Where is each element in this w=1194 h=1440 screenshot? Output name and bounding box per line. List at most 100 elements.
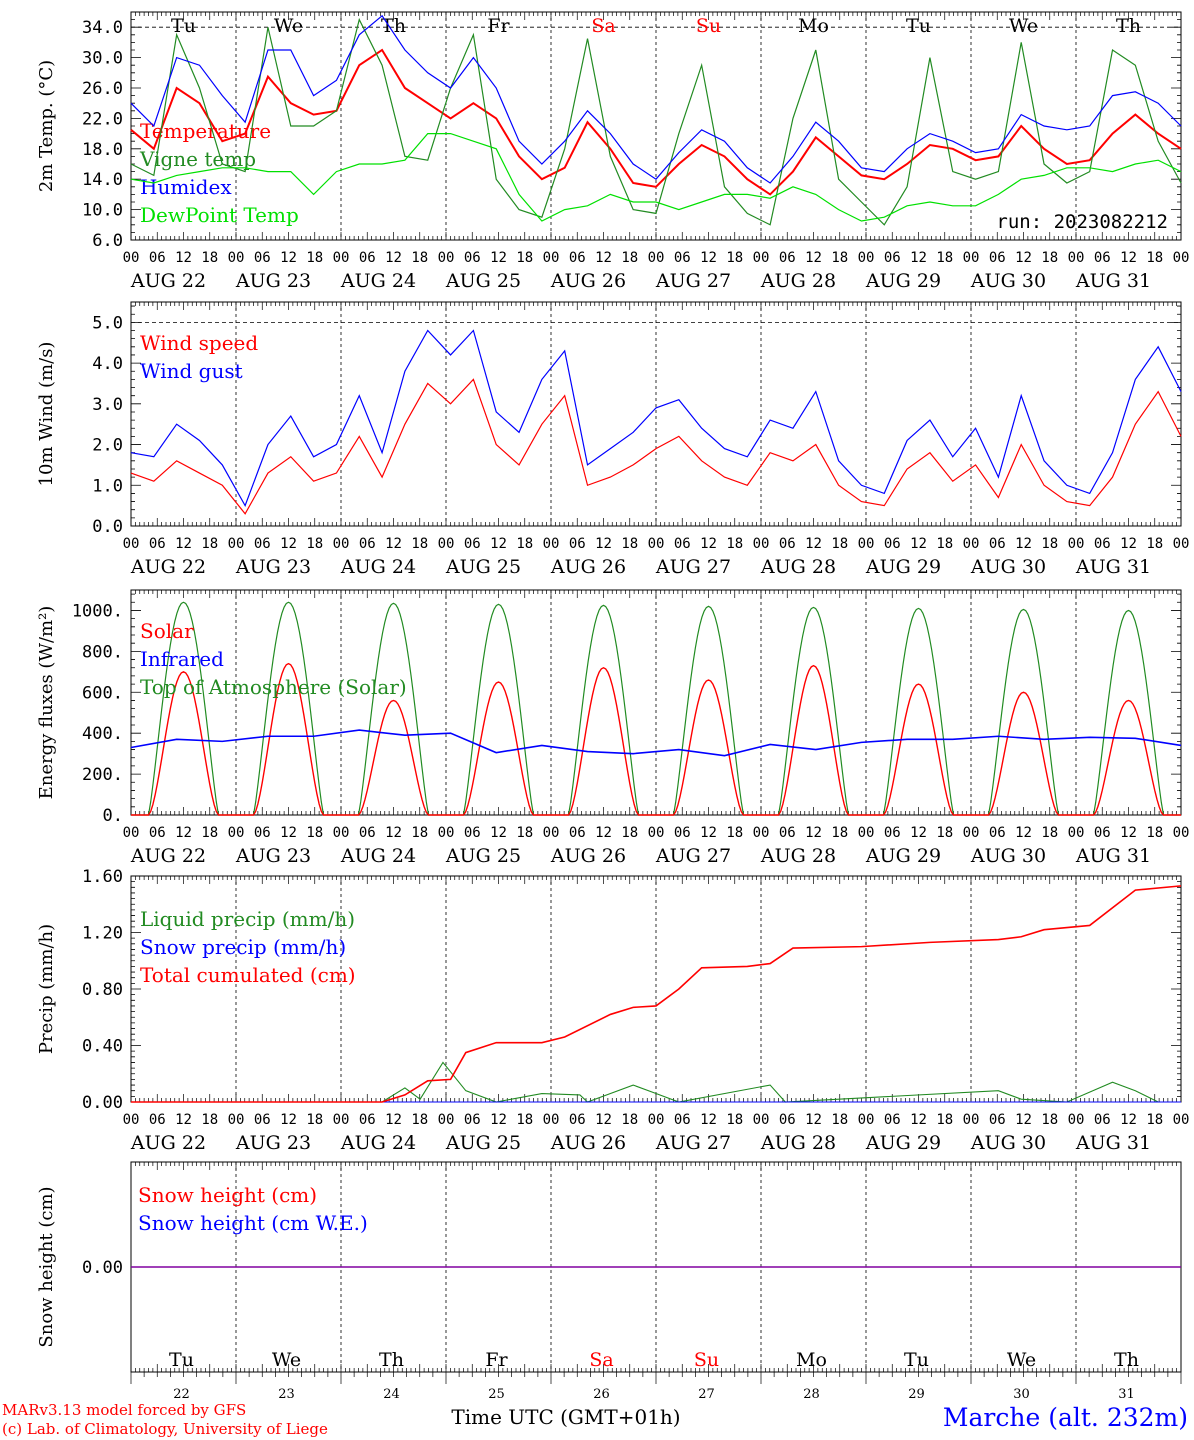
hour-tick-label: 00: [648, 1112, 665, 1128]
hour-tick-label: 00: [858, 825, 875, 841]
date-label: AUG 23: [235, 1132, 311, 1154]
y-ticks: [131, 305, 1181, 527]
date-label: AUG 26: [550, 270, 626, 292]
y-tick-label: 3.0: [92, 395, 123, 415]
hour-tick-label: 00: [1173, 536, 1190, 552]
hour-tick-label: 18: [621, 1112, 638, 1128]
hour-tick-label: 18: [411, 1112, 428, 1128]
hour-tick-label: 00: [438, 250, 455, 266]
hour-tick-label: 12: [595, 825, 612, 841]
hour-tick-label: 12: [175, 1112, 192, 1128]
hour-tick-label: 00: [333, 250, 350, 266]
hour-tick-label: 00: [1068, 250, 1085, 266]
hour-tick-label: 00: [648, 250, 665, 266]
hour-tick-label: 18: [516, 536, 533, 552]
day-number-label: 22: [173, 1387, 190, 1402]
y-tick-label: 1.0: [92, 476, 123, 496]
legend-entry: Snow height (cm): [138, 1183, 317, 1207]
weekday-label: Mo: [796, 1349, 827, 1371]
panel-1: 6.0 10.0 14.0 18.0 22.0 26.0 30.0 34.0 2m Temp. …: [36, 11, 1189, 292]
date-label: AUG 23: [235, 270, 311, 292]
panel-3: 0. 200. 400. 600. 800. 1000. Energy fluxes (W/…: [36, 589, 1190, 867]
hour-tick-label: 06: [149, 536, 166, 552]
legend-entry: Solar: [140, 619, 194, 643]
hour-tick-label: 12: [490, 825, 507, 841]
y-tick-label: 800.: [82, 642, 123, 662]
hour-tick-label: 06: [779, 250, 796, 266]
hour-tick-label: 06: [779, 536, 796, 552]
y-tick-label: 22.0: [82, 109, 123, 129]
hour-tick-label: 18: [726, 250, 743, 266]
hour-tick-label: 12: [280, 1112, 297, 1128]
date-label: AUG 22: [130, 270, 206, 292]
y-tick-label: 2.0: [92, 436, 123, 456]
hour-tick-label: 06: [779, 825, 796, 841]
run-label: run: 2023082212: [996, 211, 1168, 233]
day-number-label: 26: [593, 1387, 610, 1402]
hour-tick-label: 00: [858, 536, 875, 552]
y-axis-label: Snow height (cm): [36, 1186, 57, 1347]
hour-tick-label: 00: [1173, 825, 1190, 841]
hour-tick-label: 00: [963, 1112, 980, 1128]
date-label: AUG 29: [865, 1132, 941, 1154]
y-tick-label: 5.0: [92, 313, 123, 333]
y-tick-label: 14.0: [82, 170, 123, 190]
hour-tick-label: 12: [385, 250, 402, 266]
hour-tick-label: 12: [1120, 1112, 1137, 1128]
weekday-label: Sa: [591, 15, 615, 37]
panel-2: 0.0 1.0 2.0 3.0 4.0 5.0 10m Wind (m/s) 00 06 12 18…: [36, 301, 1190, 578]
hour-tick-label: 06: [674, 536, 691, 552]
date-label: AUG 29: [865, 270, 941, 292]
hour-tick-label: 12: [1015, 250, 1032, 266]
date-label: AUG 25: [445, 845, 521, 867]
hour-tick-label: 18: [726, 825, 743, 841]
y-tick-label: 0.00: [82, 1258, 123, 1278]
hour-tick-label: 18: [1146, 250, 1163, 266]
date-label: AUG 26: [550, 845, 626, 867]
x-ticks: [130, 12, 1182, 240]
hour-tick-label: 18: [1041, 1112, 1058, 1128]
hour-tick-label: 00: [1173, 1112, 1190, 1128]
hour-tick-label: 12: [385, 1112, 402, 1128]
y-tick-label: 26.0: [82, 79, 123, 99]
hour-tick-label: 00: [543, 1112, 560, 1128]
hour-tick-label: 06: [1094, 536, 1111, 552]
hour-tick-label: 12: [910, 536, 927, 552]
panel-4: 0.00 0.40 0.80 1.20 1.60 Precip (mm/h) 00 06 12 1…: [36, 867, 1189, 1154]
date-label: AUG 27: [655, 556, 731, 578]
y-tick-label: 200.: [82, 765, 123, 785]
hour-tick-label: 06: [569, 825, 586, 841]
date-label: AUG 28: [760, 845, 836, 867]
date-label: AUG 29: [865, 556, 941, 578]
date-label: AUG 31: [1075, 270, 1151, 292]
y-tick-label: 400.: [82, 724, 123, 744]
hour-tick-label: 00: [753, 825, 770, 841]
hour-tick-label: 06: [1094, 1112, 1111, 1128]
bottom-ticks: [130, 1372, 1182, 1384]
hour-tick-label: 12: [910, 825, 927, 841]
weekday-label: Mo: [798, 15, 829, 37]
weekday-label: Tu: [169, 1349, 194, 1371]
day-number-label: 29: [908, 1387, 925, 1402]
hour-tick-label: 12: [1120, 250, 1137, 266]
hour-tick-label: 12: [490, 250, 507, 266]
y-tick-label: 0.80: [82, 980, 123, 1000]
hour-tick-label: 18: [201, 536, 218, 552]
hour-tick-label: 18: [516, 825, 533, 841]
y-tick-label: 1.20: [82, 924, 123, 944]
date-label: AUG 27: [655, 1132, 731, 1154]
hour-tick-label: 00: [438, 825, 455, 841]
hour-tick-label: 18: [516, 250, 533, 266]
hour-tick-label: 00: [123, 250, 140, 266]
hour-tick-label: 06: [149, 825, 166, 841]
date-label: AUG 27: [655, 270, 731, 292]
x-axis-label: Time UTC (GMT+01h): [451, 1405, 680, 1429]
hour-tick-label: 12: [910, 1112, 927, 1128]
hour-tick-label: 06: [989, 825, 1006, 841]
hour-tick-label: 12: [595, 1112, 612, 1128]
date-label: AUG 29: [865, 845, 941, 867]
hour-tick-label: 06: [674, 1112, 691, 1128]
hour-tick-label: 12: [1015, 536, 1032, 552]
date-label: AUG 28: [760, 556, 836, 578]
hour-tick-label: 00: [123, 1112, 140, 1128]
